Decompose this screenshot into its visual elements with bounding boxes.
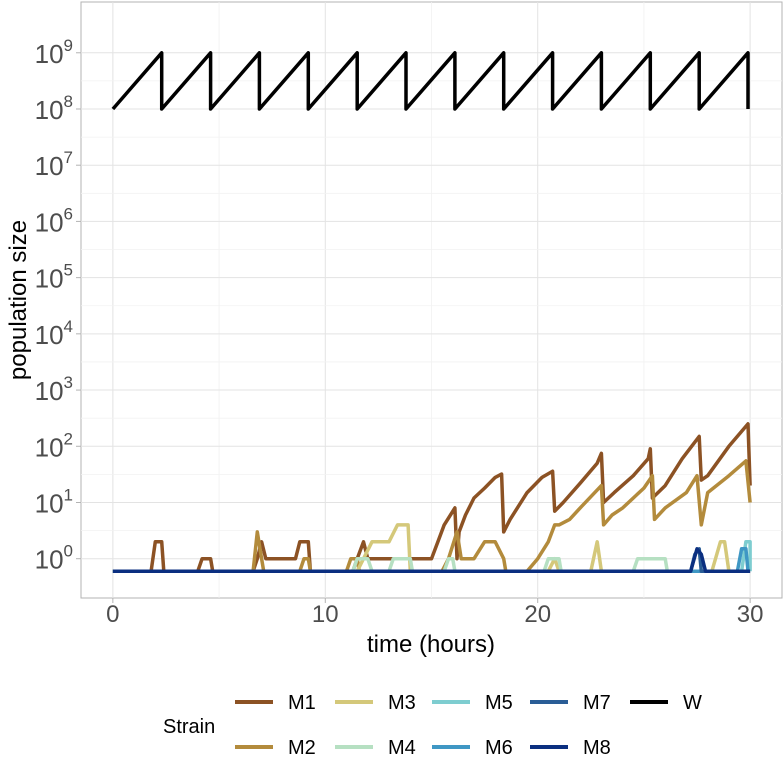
y-tick-label: 104 bbox=[35, 317, 73, 350]
legend-label-m3: M3 bbox=[388, 692, 416, 714]
y-tick-label: 109 bbox=[35, 36, 73, 69]
legend-label-m1: M1 bbox=[288, 692, 316, 714]
y-tick-label: 100 bbox=[35, 542, 73, 575]
y-tick-label: 101 bbox=[35, 485, 73, 518]
legend-label-m6: M6 bbox=[485, 737, 513, 759]
series-lines bbox=[111, 51, 752, 573]
legend-label-m2: M2 bbox=[288, 737, 316, 759]
x-tick-label: 30 bbox=[737, 601, 764, 628]
y-tick-label: 106 bbox=[35, 204, 73, 237]
x-tick-label: 0 bbox=[106, 601, 119, 628]
y-tick-label: 103 bbox=[35, 373, 73, 406]
legend-title: Strain bbox=[163, 716, 215, 738]
x-axis-ticks: 0 10 20 30 bbox=[106, 598, 763, 628]
x-tick-label: 10 bbox=[312, 601, 339, 628]
y-tick-label: 102 bbox=[35, 429, 73, 462]
y-axis-title: population size bbox=[5, 220, 32, 380]
legend-label-m7: M7 bbox=[583, 692, 611, 714]
x-axis-title: time (hours) bbox=[367, 631, 495, 658]
y-tick-label: 107 bbox=[35, 148, 73, 181]
y-axis-ticks: 100 101 102 103 104 105 106 107 108 109 bbox=[35, 36, 81, 575]
y-tick-label: 105 bbox=[35, 261, 73, 294]
legend-label-w: W bbox=[683, 692, 702, 714]
y-tick-label: 108 bbox=[35, 92, 73, 125]
legend-label-m8: M8 bbox=[583, 737, 611, 759]
legend: Strain M1 M3 M5 M7 W M2 M4 M6 M8 bbox=[163, 692, 702, 759]
legend-label-m5: M5 bbox=[485, 692, 513, 714]
series-line-m8 bbox=[112, 547, 751, 573]
x-tick-label: 20 bbox=[524, 601, 551, 628]
series-line-w bbox=[111, 51, 750, 111]
series-line-m3 bbox=[112, 523, 731, 573]
legend-label-m4: M4 bbox=[388, 737, 416, 759]
